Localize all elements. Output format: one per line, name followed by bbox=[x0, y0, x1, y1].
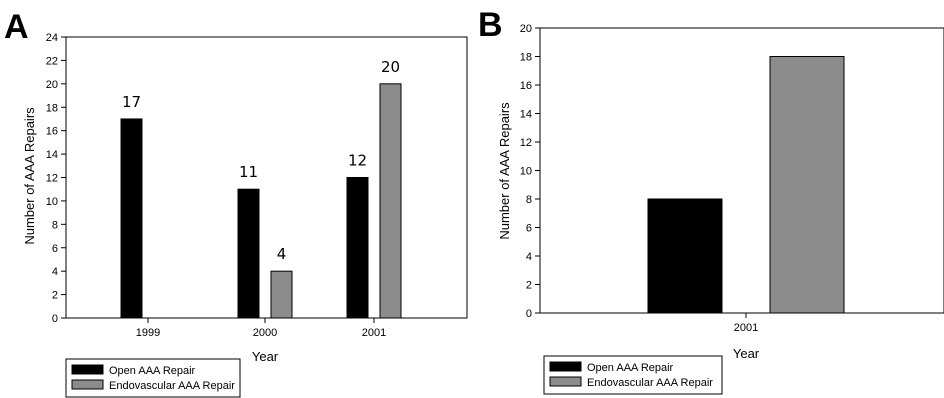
x-tick-label: 1999 bbox=[136, 327, 160, 339]
open-repair-bar-2001 bbox=[647, 198, 723, 314]
legend-swatch-endovascular bbox=[71, 379, 104, 390]
data-labels-a: 17 11 4 12 20 bbox=[122, 58, 400, 263]
data-label: 20 bbox=[381, 58, 400, 76]
y-tick-label: 8 bbox=[52, 219, 58, 231]
endovascular-repair-bar-2001 bbox=[769, 56, 845, 314]
y-tick-label: 8 bbox=[526, 194, 532, 206]
data-label: 11 bbox=[239, 163, 258, 181]
y-axis-title-a: Number of AAA Repairs bbox=[22, 107, 37, 245]
legend-swatch-open bbox=[71, 364, 104, 375]
y-tick-label: 12 bbox=[520, 137, 532, 149]
y-tick-label: 2 bbox=[52, 290, 58, 302]
bars-a bbox=[120, 83, 402, 319]
legend-label-endovascular: Endovascular AAA Repair bbox=[109, 380, 235, 392]
y-tick-label: 16 bbox=[520, 80, 532, 92]
data-label: 17 bbox=[122, 93, 141, 111]
legend-label-open: Open AAA Repair bbox=[587, 362, 674, 374]
data-label: 12 bbox=[348, 152, 367, 170]
legend-swatch-open bbox=[549, 361, 582, 372]
legend-label-open: Open AAA Repair bbox=[109, 365, 196, 377]
y-tick-label: 12 bbox=[46, 173, 58, 185]
open-repair-bar-2000 bbox=[237, 188, 260, 319]
plot-frame-b bbox=[539, 27, 944, 314]
y-tick-label: 18 bbox=[46, 102, 58, 114]
chart-panel-b: 0 2 4 6 8 10 12 14 16 18 20 2001 Number of AAA Rep… bbox=[497, 23, 944, 395]
y-tick-label: 2 bbox=[526, 280, 532, 292]
x-tick-label: 2000 bbox=[253, 327, 277, 339]
panel-a-letter: A bbox=[4, 8, 29, 46]
x-axis-b: 2001 bbox=[734, 313, 758, 334]
x-axis-title-a: Year bbox=[252, 349, 279, 364]
x-axis-title-b: Year bbox=[733, 346, 760, 361]
legend-b: Open AAA Repair Endovascular AAA Repair bbox=[543, 355, 723, 395]
y-tick-label: 10 bbox=[520, 166, 532, 178]
y-tick-label: 18 bbox=[520, 52, 532, 64]
y-tick-label: 24 bbox=[46, 32, 58, 44]
y-tick-label: 16 bbox=[46, 126, 58, 138]
y-tick-label: 6 bbox=[52, 243, 58, 255]
y-tick-label: 6 bbox=[526, 223, 532, 235]
legend-swatch-endovascular bbox=[549, 376, 582, 387]
x-tick-label: 2001 bbox=[734, 322, 758, 334]
y-tick-label: 22 bbox=[46, 55, 58, 67]
y-tick-label: 10 bbox=[46, 196, 58, 208]
endovascular-repair-bar-2000 bbox=[270, 270, 293, 319]
y-tick-label: 4 bbox=[52, 266, 58, 278]
y-tick-label: 20 bbox=[46, 79, 58, 91]
y-tick-label: 4 bbox=[526, 251, 532, 263]
panel-b-letter: B bbox=[478, 6, 503, 44]
y-tick-label: 14 bbox=[46, 149, 58, 161]
x-tick-label: 2001 bbox=[362, 327, 386, 339]
plot-area-border bbox=[539, 27, 944, 314]
legend-label-endovascular: Endovascular AAA Repair bbox=[587, 377, 713, 389]
y-tick-label: 0 bbox=[526, 308, 532, 320]
y-axis-b: 0 2 4 6 8 10 12 14 16 18 20 bbox=[520, 23, 540, 320]
legend-a: Open AAA Repair Endovascular AAA Repair bbox=[65, 358, 241, 398]
open-repair-bar-1999 bbox=[120, 118, 143, 319]
data-label: 4 bbox=[277, 245, 287, 263]
endovascular-repair-bar-2001 bbox=[379, 83, 402, 319]
bars-b bbox=[647, 56, 845, 314]
y-tick-label: 0 bbox=[52, 313, 58, 325]
y-tick-label: 14 bbox=[520, 109, 532, 121]
y-axis-title-b: Number of AAA Repairs bbox=[497, 102, 512, 240]
open-repair-bar-2001 bbox=[346, 177, 369, 319]
x-axis-a: 1999 2000 2001 bbox=[136, 318, 386, 339]
y-tick-label: 20 bbox=[520, 23, 532, 35]
